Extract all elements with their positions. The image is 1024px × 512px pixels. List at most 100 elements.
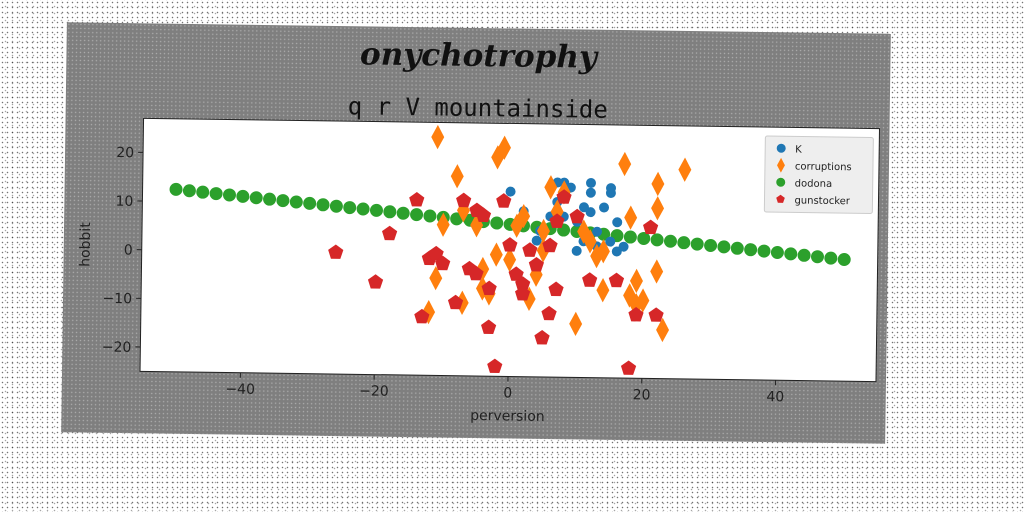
data-point (663, 234, 677, 248)
data-point (797, 248, 811, 262)
data-point (542, 237, 558, 253)
data-point (757, 244, 771, 258)
legend-label: corruptions (795, 161, 852, 173)
y-tick-label: 10 (115, 194, 133, 210)
legend-box (763, 135, 874, 215)
data-point (650, 259, 664, 284)
data-point (583, 229, 597, 254)
y-axis-label: hobbit (77, 222, 94, 267)
figure-card: onychotrophy q r V mountainside −40 −20 0 2… (61, 22, 891, 444)
legend-marker (777, 157, 785, 173)
y-tick-label: 20 (116, 145, 134, 161)
data-point (620, 360, 637, 375)
x-tick-label: −20 (359, 383, 389, 399)
data-point (677, 236, 691, 250)
data-point (541, 305, 557, 321)
data-point (503, 247, 517, 272)
data-point (618, 241, 629, 252)
data-point (343, 201, 357, 215)
data-point (548, 281, 564, 297)
data-point (585, 187, 596, 198)
data-point (517, 203, 531, 229)
legend-marker (776, 177, 786, 187)
data-point (409, 191, 425, 207)
y-tick-label: −20 (102, 339, 132, 355)
data-point (383, 205, 397, 219)
data-point (316, 198, 330, 212)
data-point (596, 278, 610, 303)
data-point (468, 265, 484, 281)
data-point (496, 193, 512, 208)
data-point (784, 247, 798, 261)
data-point (770, 245, 784, 259)
data-point (435, 255, 451, 271)
legend-label: dodona (795, 178, 833, 190)
data-point (475, 207, 492, 223)
data-point (249, 191, 263, 205)
data-point (585, 207, 596, 218)
data-point (534, 330, 550, 345)
data-point (410, 208, 424, 222)
data-point (431, 124, 445, 150)
data-point (182, 184, 196, 198)
data-point (717, 240, 731, 254)
data-point (537, 218, 550, 244)
data-point (522, 286, 536, 312)
legend-marker (776, 194, 785, 203)
x-tick-label: 0 (503, 385, 512, 401)
data-point (356, 202, 370, 216)
data-point (648, 307, 664, 322)
data-point (582, 272, 598, 287)
data-point (236, 189, 250, 203)
data-point (369, 203, 383, 217)
data-point (549, 213, 565, 228)
data-point (429, 265, 443, 291)
data-point (656, 317, 670, 343)
data-point (436, 212, 450, 237)
data-point (651, 196, 665, 221)
data-point (605, 187, 616, 198)
data-point (650, 233, 664, 247)
data-point (169, 182, 183, 196)
data-point (577, 219, 591, 244)
data-point (730, 241, 744, 255)
x-tick-label: 20 (633, 387, 651, 403)
data-point (396, 206, 410, 220)
data-point (522, 242, 538, 257)
x-axis-label: perversion (470, 408, 545, 425)
data-point (329, 199, 343, 213)
data-point (209, 187, 223, 201)
data-point (690, 237, 704, 251)
data-point (481, 319, 497, 335)
data-point (414, 308, 430, 324)
data-point (489, 242, 503, 267)
data-point (428, 245, 444, 261)
data-point (502, 237, 518, 252)
data-point (196, 185, 210, 199)
scatter-plot: −40 −20 0 20 40 −20 −10 0 10 20 perversion hobbit… (77, 117, 881, 425)
data-point (544, 175, 558, 200)
data-point (456, 192, 472, 208)
data-point (629, 268, 643, 294)
data-point (810, 250, 824, 264)
data-point (328, 244, 344, 259)
data-point (605, 236, 616, 247)
y-tick-label: 0 (124, 242, 133, 258)
data-marks (169, 124, 851, 375)
data-point (514, 285, 531, 301)
legend-label: gunstocker (794, 195, 851, 207)
data-point (303, 196, 317, 210)
data-point (289, 195, 303, 209)
data-point (596, 239, 610, 264)
data-point (498, 135, 511, 160)
data-point (490, 216, 504, 230)
y-tick-label: −10 (102, 291, 132, 307)
data-point (637, 231, 651, 245)
axis-ticks: −40 −20 0 20 40 −20 −10 0 10 20 (102, 145, 785, 405)
data-point (612, 217, 623, 228)
data-point (487, 358, 503, 374)
data-point (528, 256, 544, 272)
data-point (636, 288, 650, 313)
data-point (571, 245, 582, 256)
